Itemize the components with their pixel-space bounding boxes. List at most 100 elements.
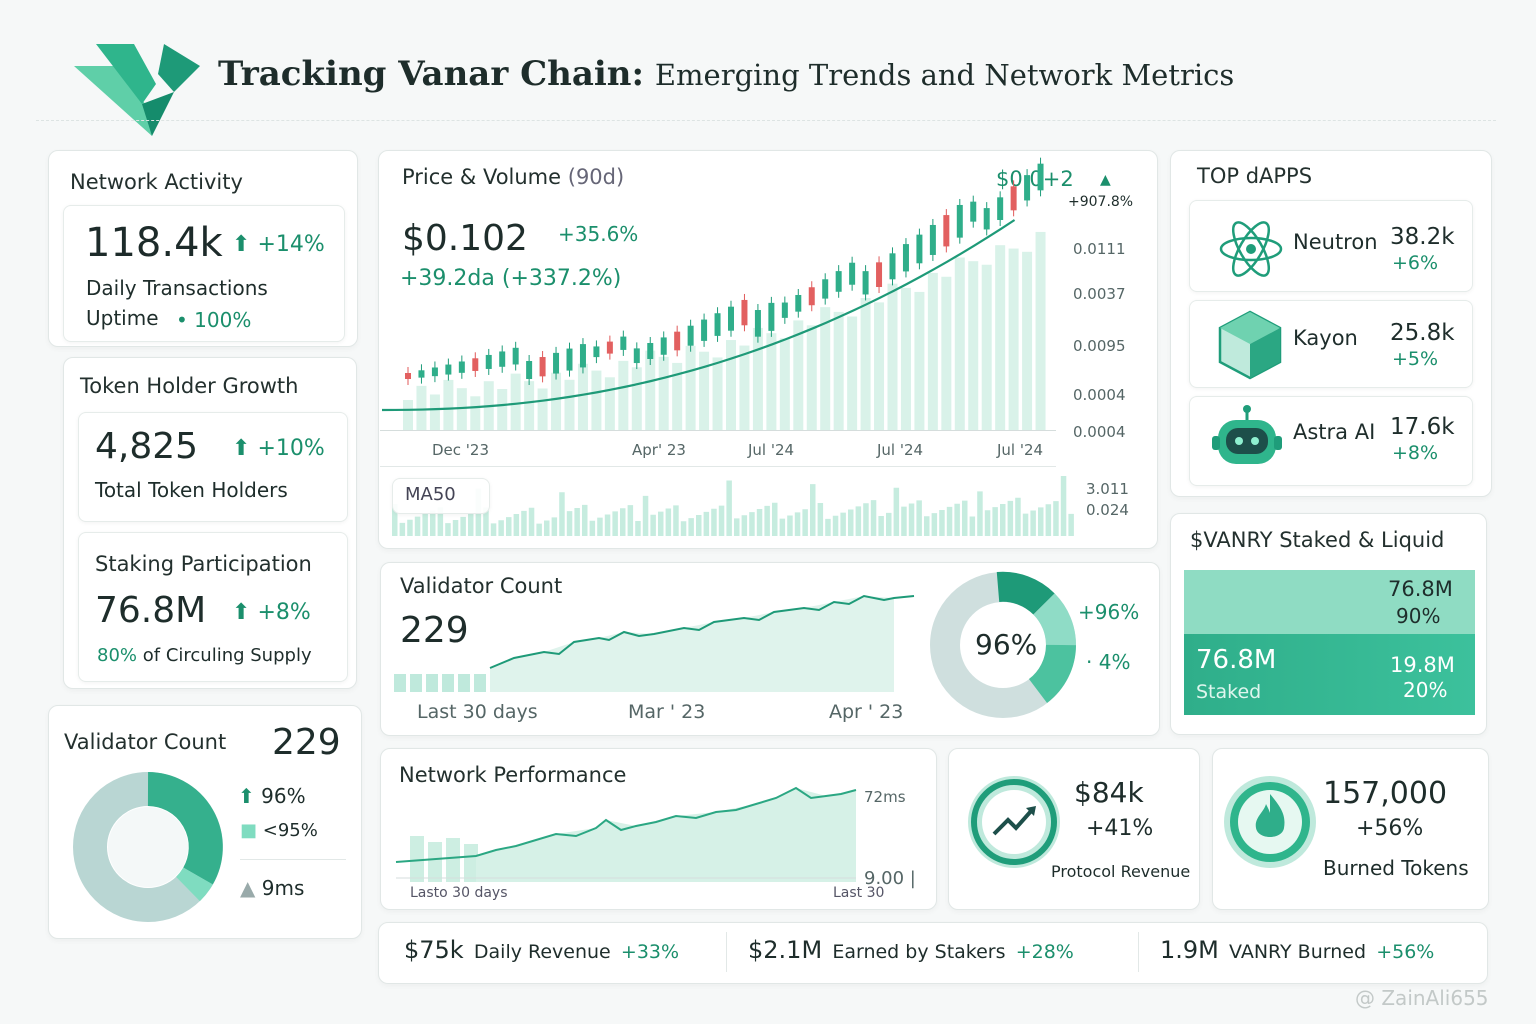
candle-body xyxy=(647,342,654,359)
volume-bar xyxy=(551,517,558,536)
shape: ▲ xyxy=(240,876,256,900)
volume-bar xyxy=(631,367,642,430)
volume-bar xyxy=(833,311,844,430)
top-value: $0.0+2 xyxy=(996,167,1074,191)
volume-bar xyxy=(1022,251,1033,430)
volume-bar xyxy=(726,480,732,536)
shape xyxy=(1026,806,1036,816)
volume-bar xyxy=(779,338,790,430)
volume-bar xyxy=(566,511,573,536)
legend-item: ⬆ 96% xyxy=(238,784,306,808)
y-label-text: 9.00 xyxy=(864,868,905,889)
dapp-change: +5% xyxy=(1392,348,1439,370)
x-label: Last 30 xyxy=(833,885,885,901)
candle-body xyxy=(943,215,950,247)
shape xyxy=(1219,236,1283,262)
volume-bar xyxy=(981,264,992,430)
metric-value: 76.8M xyxy=(95,590,207,631)
volume-bar xyxy=(840,512,846,536)
shape xyxy=(458,674,470,692)
candle-body xyxy=(431,367,438,377)
volume-bar xyxy=(893,487,900,536)
volume-bar xyxy=(1000,504,1006,536)
volume-bar xyxy=(597,517,603,536)
legend-item: ▲ 9ms xyxy=(240,876,304,900)
shape xyxy=(410,836,478,882)
shape xyxy=(1274,436,1282,450)
shape xyxy=(410,674,422,692)
volume-bar xyxy=(863,503,869,536)
volume-bar xyxy=(414,516,421,536)
candle-body xyxy=(835,271,842,292)
volume-bar xyxy=(429,394,440,430)
volume-bar xyxy=(887,283,898,430)
volume-bar xyxy=(627,505,634,536)
candle-body xyxy=(499,351,506,367)
volume-bar xyxy=(832,515,839,536)
metric-label: Daily Transactions xyxy=(86,276,268,300)
volume-bar xyxy=(908,503,915,536)
shape xyxy=(394,674,406,692)
volume-bar xyxy=(645,350,656,430)
volume-bar xyxy=(680,521,687,536)
metric-value: 118.4k xyxy=(85,220,223,266)
y-label: 0.0004 xyxy=(1073,386,1126,404)
dapp-value: 17.6k xyxy=(1390,414,1455,440)
burn-icon xyxy=(1224,776,1316,868)
card-title: $VANRY Staked & Liquid xyxy=(1190,528,1445,552)
shape xyxy=(142,92,174,136)
volume-bar xyxy=(1053,501,1059,536)
revenue-value: $84k xyxy=(1074,776,1144,809)
shape xyxy=(464,844,478,882)
metric-value: 229 xyxy=(272,722,341,763)
y-label: 9.00 | xyxy=(864,868,916,889)
shape xyxy=(1243,405,1251,413)
volume-bar xyxy=(544,520,550,536)
volume-bar xyxy=(726,340,736,430)
y-label: 0.0111 xyxy=(1073,240,1126,258)
staked-label: Staked xyxy=(1196,681,1262,703)
volume-bar xyxy=(536,523,542,536)
staked-value: 76.8M xyxy=(1196,645,1277,675)
volume-bar xyxy=(470,396,481,430)
shape xyxy=(426,674,438,692)
volume-bar xyxy=(650,514,656,536)
candle-body xyxy=(472,358,479,371)
liquid-bar xyxy=(1184,570,1475,634)
footer-stat: 1.9M VANRY Burned +56% xyxy=(1160,936,1434,964)
stat-change: +28% xyxy=(1015,941,1074,963)
volume-bar xyxy=(779,518,786,536)
inner-box xyxy=(78,532,348,682)
legend-item: ■ <95% xyxy=(240,820,318,841)
volume-bar xyxy=(802,509,808,536)
volume-bar xyxy=(794,512,801,536)
stat-change: +33% xyxy=(620,941,680,963)
volume-bar xyxy=(551,372,562,430)
card-title: Price & Volume (90d) xyxy=(402,165,624,189)
volume-bar xyxy=(604,514,611,536)
volume-bar xyxy=(506,517,512,536)
page-title: Tracking Vanar Chain: Emerging Trends an… xyxy=(218,54,1234,94)
y-label: 0.0095 xyxy=(1073,337,1126,355)
volume-bar xyxy=(416,385,427,430)
shape xyxy=(1028,644,1076,703)
dapp-change: +6% xyxy=(1392,252,1439,274)
candle-body xyxy=(795,294,802,312)
shape xyxy=(394,674,486,692)
shape xyxy=(1250,328,1280,378)
volume-bar xyxy=(430,510,436,536)
volume-bar xyxy=(954,257,965,430)
volume-bar xyxy=(954,503,960,536)
dapp-name: Kayon xyxy=(1293,326,1358,350)
volume-bar xyxy=(392,504,398,536)
dapp-change: +8% xyxy=(1392,442,1439,464)
x-label: Apr ' 23 xyxy=(829,701,904,723)
candle-body xyxy=(1010,186,1017,211)
candle-body xyxy=(876,262,883,288)
volume-bar xyxy=(739,345,750,430)
shape xyxy=(446,838,460,882)
volume-bar xyxy=(741,515,748,536)
candle-body xyxy=(768,302,775,331)
shape xyxy=(982,790,1046,854)
uptime-label: Uptime xyxy=(86,306,159,330)
